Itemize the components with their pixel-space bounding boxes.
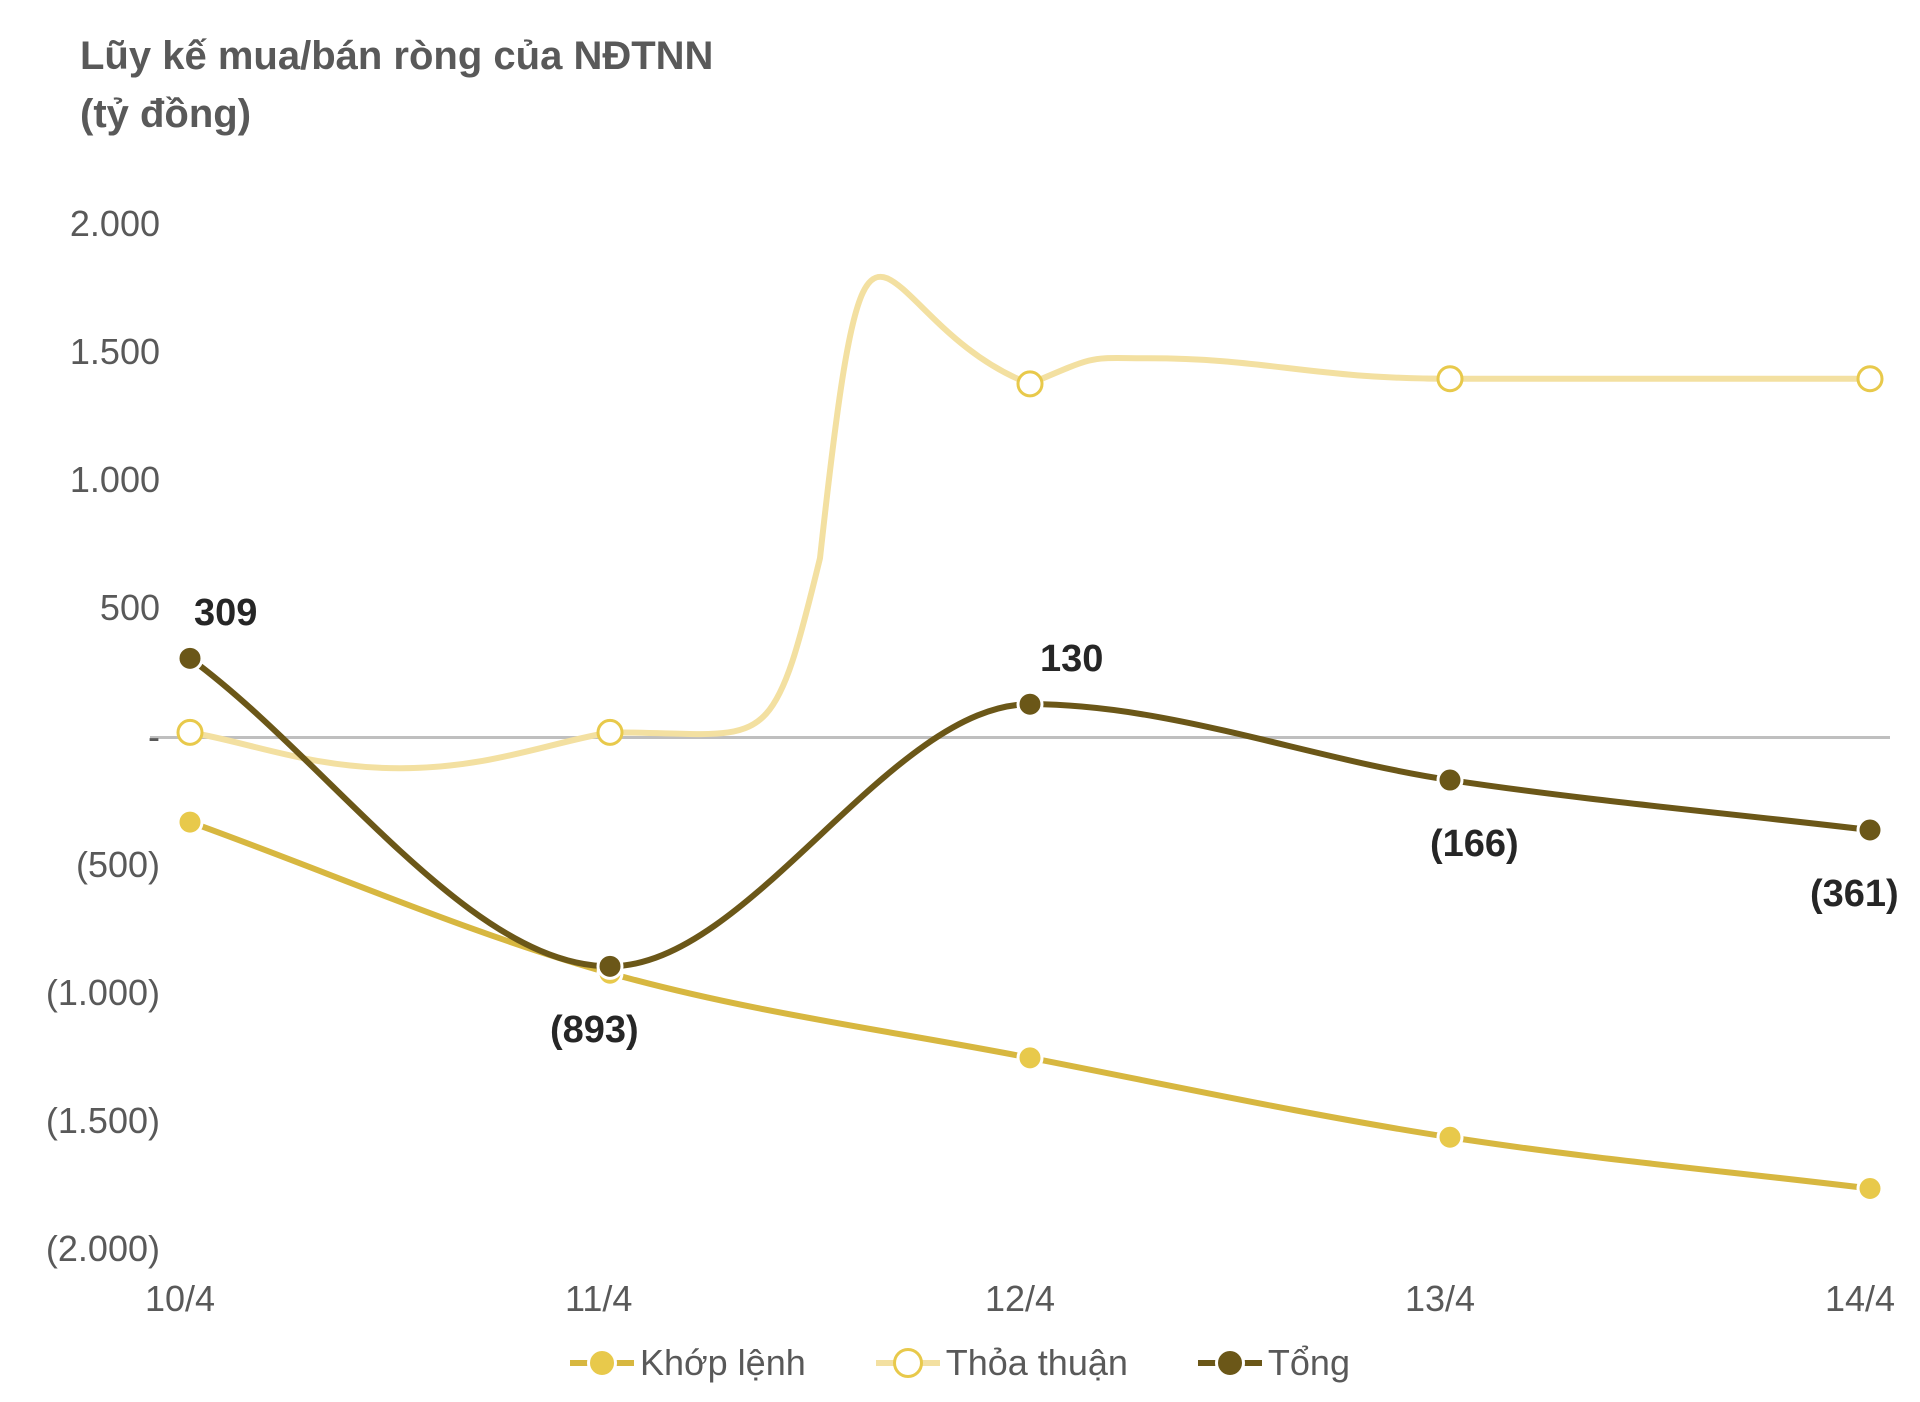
series-line-0: [190, 822, 1870, 1188]
legend-label: Thỏa thuận: [946, 1342, 1128, 1384]
legend-item: Thỏa thuận: [876, 1342, 1128, 1384]
series-marker-2-4: [1858, 818, 1882, 842]
legend-item: Tổng: [1198, 1342, 1350, 1384]
x-tick-label: 14/4: [1825, 1278, 1895, 1320]
legend-label: Khớp lệnh: [640, 1342, 806, 1384]
series-marker-0-4: [1858, 1177, 1882, 1201]
legend-label: Tổng: [1268, 1342, 1350, 1384]
series-marker-0-3: [1438, 1125, 1462, 1149]
y-tick-label: (1.000): [46, 972, 160, 1014]
series-marker-0-2: [1018, 1046, 1042, 1070]
data-label: 309: [194, 592, 257, 635]
series-marker-2-3: [1438, 768, 1462, 792]
series-marker-2-1: [598, 954, 622, 978]
series-marker-2-0: [178, 646, 202, 670]
x-tick-label: 10/4: [145, 1278, 215, 1320]
series-marker-1-1: [598, 720, 622, 744]
y-tick-label: 1.000: [70, 459, 160, 501]
x-tick-label: 13/4: [1405, 1278, 1475, 1320]
data-label: (166): [1430, 823, 1519, 866]
legend-swatch: [570, 1360, 634, 1366]
data-label: (893): [550, 1009, 639, 1052]
chart-svg: [0, 0, 1920, 1402]
series-marker-0-0: [178, 810, 202, 834]
series-marker-1-0: [178, 720, 202, 744]
legend-swatch: [1198, 1360, 1262, 1366]
y-tick-label: 2.000: [70, 203, 160, 245]
data-label: 130: [1040, 638, 1103, 681]
y-tick-label: (500): [76, 844, 160, 886]
chart-container: Lũy kế mua/bán ròng của NĐTNN (tỷ đồng) …: [0, 0, 1920, 1402]
series-marker-1-2: [1018, 372, 1042, 396]
data-label: (361): [1810, 873, 1899, 916]
x-tick-label: 12/4: [985, 1278, 1055, 1320]
y-tick-label: (1.500): [46, 1100, 160, 1142]
y-tick-label: (2.000): [46, 1228, 160, 1270]
legend-swatch: [876, 1360, 940, 1366]
series-marker-2-2: [1018, 692, 1042, 716]
series-marker-1-3: [1438, 367, 1462, 391]
legend-item: Khớp lệnh: [570, 1342, 806, 1384]
y-tick-label: -: [148, 716, 160, 758]
x-tick-label: 11/4: [565, 1278, 632, 1320]
y-tick-label: 1.500: [70, 331, 160, 373]
y-tick-label: 500: [100, 587, 160, 629]
series-marker-1-4: [1858, 367, 1882, 391]
legend: Khớp lệnh Thỏa thuận Tổng: [0, 1342, 1920, 1384]
